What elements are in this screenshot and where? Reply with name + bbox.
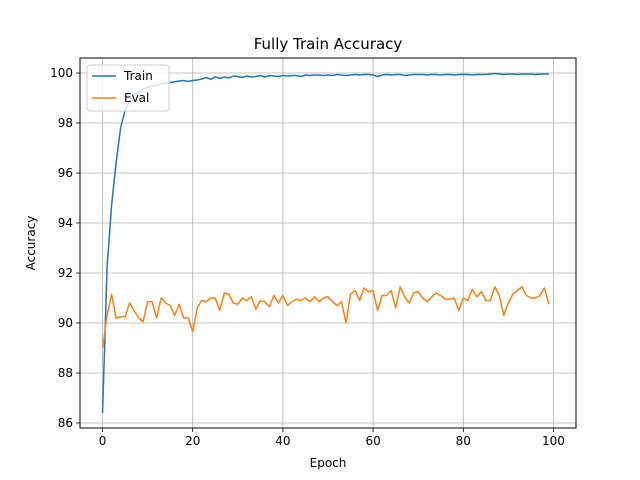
series-line-eval [101, 286, 550, 349]
y-tick-label: 94 [58, 216, 73, 230]
axis-ticks: 0 20 40 60 80 100 86 88 90 92 94 96 98 100 [50, 66, 565, 448]
x-tick-label: 80 [456, 434, 471, 448]
x-tick-label: 0 [99, 434, 107, 448]
y-tick-label: 86 [58, 416, 73, 430]
x-tick-label: 20 [185, 434, 200, 448]
grid [80, 58, 576, 428]
series-lines [101, 72, 550, 414]
y-tick-label: 90 [58, 316, 73, 330]
series-line-train [101, 72, 549, 414]
legend-label-eval: Eval [124, 91, 149, 105]
y-axis-label: Accuracy [24, 216, 38, 271]
y-tick-label: 96 [58, 166, 73, 180]
x-axis-label: Epoch [310, 456, 347, 470]
y-tick-label: 92 [58, 266, 73, 280]
y-tick-label: 88 [58, 366, 73, 380]
chart-title: Fully Train Accuracy [254, 35, 403, 53]
legend-label-train: Train [123, 69, 153, 83]
legend: Train Eval [86, 64, 170, 112]
x-tick-label: 60 [365, 434, 380, 448]
plot-frame [79, 57, 577, 429]
x-tick-label: 100 [542, 434, 565, 448]
y-tick-label: 98 [58, 116, 73, 130]
x-tick-label: 40 [275, 434, 290, 448]
y-tick-label: 100 [50, 66, 73, 80]
